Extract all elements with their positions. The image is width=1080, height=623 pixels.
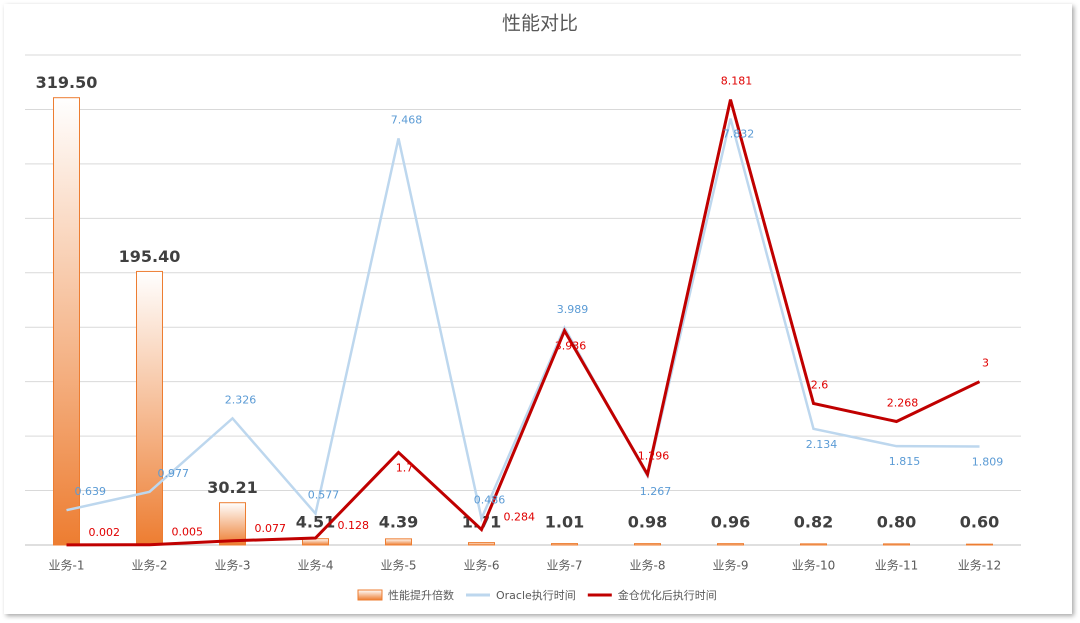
chart-title: 性能对比 bbox=[502, 13, 578, 35]
bar-value-label: 0.82 bbox=[794, 513, 833, 532]
line-value-label: 2.134 bbox=[806, 438, 838, 451]
legend-label: 性能提升倍数 bbox=[388, 588, 454, 602]
bar bbox=[385, 538, 412, 546]
line-value-label: 3.936 bbox=[555, 340, 587, 353]
legend-swatch bbox=[357, 589, 383, 601]
line-value-label: 3.989 bbox=[557, 303, 589, 316]
line-value-label: 0.077 bbox=[255, 522, 287, 535]
line-value-label: 1.7 bbox=[396, 461, 414, 474]
bar bbox=[468, 542, 495, 546]
line bbox=[66, 118, 980, 523]
legend-label: 金仓优化后执行时间 bbox=[618, 588, 717, 602]
bar-value-label: 1.01 bbox=[545, 513, 584, 532]
line-value-label: 1.815 bbox=[889, 455, 921, 468]
line-value-label: 1.809 bbox=[972, 456, 1004, 469]
x-tick-label: 业务-7 bbox=[547, 558, 583, 573]
bar bbox=[883, 543, 910, 546]
line-value-label: 0.639 bbox=[75, 485, 107, 498]
x-tick-label: 业务-1 bbox=[49, 558, 85, 573]
x-tick-label: 业务-2 bbox=[132, 558, 168, 573]
line-value-label: 0.977 bbox=[158, 467, 190, 480]
line-value-label: 0.005 bbox=[172, 526, 204, 539]
line-value-label: 1.267 bbox=[640, 485, 672, 498]
x-tick-label: 业务-5 bbox=[381, 558, 417, 573]
bar-value-label: 0.80 bbox=[877, 513, 916, 532]
line-value-label: 1.296 bbox=[638, 449, 670, 462]
bar-value-label: 0.60 bbox=[960, 513, 999, 532]
line-value-label: 2.6 bbox=[811, 378, 829, 391]
bar-value-label: 195.40 bbox=[119, 247, 181, 266]
bar bbox=[551, 543, 578, 546]
x-tick-label: 业务-4 bbox=[298, 558, 334, 573]
line-value-label: 8.181 bbox=[721, 75, 753, 88]
bar bbox=[634, 543, 661, 546]
line-value-label: 3 bbox=[982, 357, 989, 370]
line-value-label: 7.468 bbox=[391, 113, 423, 126]
bar bbox=[717, 543, 744, 546]
bar bbox=[966, 543, 993, 546]
x-tick-label: 业务-6 bbox=[464, 558, 500, 573]
x-tick-label: 业务-8 bbox=[630, 558, 666, 573]
line-value-label: 0.002 bbox=[89, 526, 121, 539]
bar-value-label: 30.21 bbox=[207, 478, 258, 497]
bar-value-label: 0.96 bbox=[711, 513, 750, 532]
x-tick-label: 业务-11 bbox=[875, 558, 919, 573]
line-value-label: 7.832 bbox=[723, 128, 755, 141]
line-value-label: 2.268 bbox=[887, 397, 919, 410]
x-tick-label: 业务-9 bbox=[713, 558, 749, 573]
bar-value-label: 0.98 bbox=[628, 513, 667, 532]
line-value-label: 0.284 bbox=[504, 511, 536, 524]
line-value-label: 0.128 bbox=[338, 519, 370, 532]
line-value-label: 0.577 bbox=[308, 489, 340, 502]
line-value-label: 0.486 bbox=[474, 494, 506, 507]
legend-label: Oracle执行时间 bbox=[496, 588, 576, 602]
bar bbox=[219, 502, 246, 546]
bar-value-label: 319.50 bbox=[36, 73, 98, 92]
x-tick-label: 业务-10 bbox=[792, 558, 836, 573]
line bbox=[66, 99, 981, 547]
bar bbox=[800, 543, 827, 546]
chart-frame bbox=[4, 4, 1072, 614]
bar-value-label: 4.39 bbox=[379, 513, 418, 532]
bar bbox=[136, 270, 163, 546]
bar bbox=[53, 97, 80, 546]
x-tick-label: 业务-12 bbox=[958, 558, 1002, 573]
line-value-label: 2.326 bbox=[225, 393, 257, 406]
x-tick-label: 业务-3 bbox=[215, 558, 251, 573]
bar-value-label: 1.71 bbox=[462, 513, 501, 532]
